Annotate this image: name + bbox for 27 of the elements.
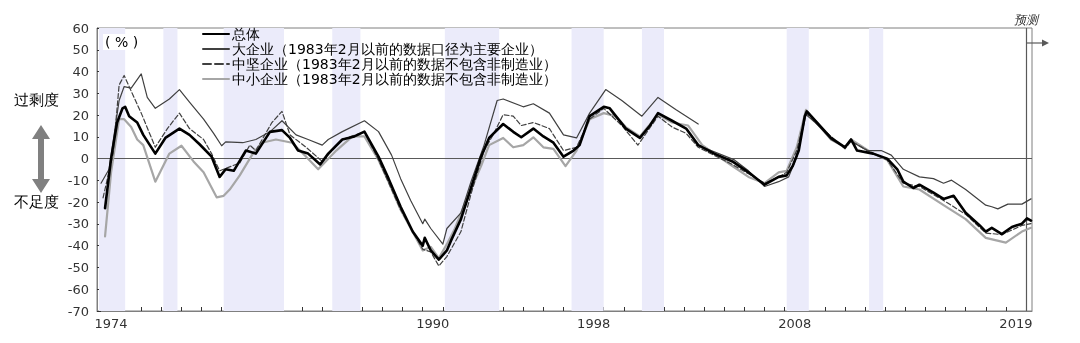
y-tick-label: 0 xyxy=(80,151,89,167)
legend-label: 中坚企业（1983年2月以前的数据不包含非制造业） xyxy=(232,56,557,72)
y-tick-label: -30 xyxy=(67,216,89,232)
y-tick-label: 10 xyxy=(72,129,89,145)
y-tick-label: 30 xyxy=(72,85,89,101)
legend-label: 中小企业（1983年2月以前的数据不包含非制造业） xyxy=(232,71,557,87)
y-tick-label: -40 xyxy=(67,238,89,254)
y-tick-label: 40 xyxy=(72,64,89,80)
x-tick-label: 1998 xyxy=(577,316,611,331)
text: 不足度 xyxy=(14,192,59,211)
x-tick-label: 2019 xyxy=(999,316,1033,331)
x-tick-label: 1990 xyxy=(416,316,450,331)
y-axis-title: ( % ) xyxy=(105,34,139,50)
x-tick-label: 1974 xyxy=(94,316,128,331)
y-tick-label: -20 xyxy=(67,194,89,210)
y-tick-label: 50 xyxy=(72,42,89,58)
y-tick-label: 20 xyxy=(72,107,89,123)
y-tick-label: -60 xyxy=(67,281,89,297)
legend-label: 总体 xyxy=(231,26,260,42)
x-tick-label: 2008 xyxy=(778,316,812,331)
y-tick-label: -10 xyxy=(67,172,89,188)
ref-line-label: 预测 xyxy=(1013,13,1040,27)
legend-label: 大企业（1983年2月以前的数据口径为主要企业） xyxy=(232,41,543,57)
y-tick-label: -70 xyxy=(67,303,89,319)
y-tick-label: -50 xyxy=(67,259,89,275)
text: 过剩度 xyxy=(14,90,59,109)
y-tick-label: 60 xyxy=(72,20,89,36)
